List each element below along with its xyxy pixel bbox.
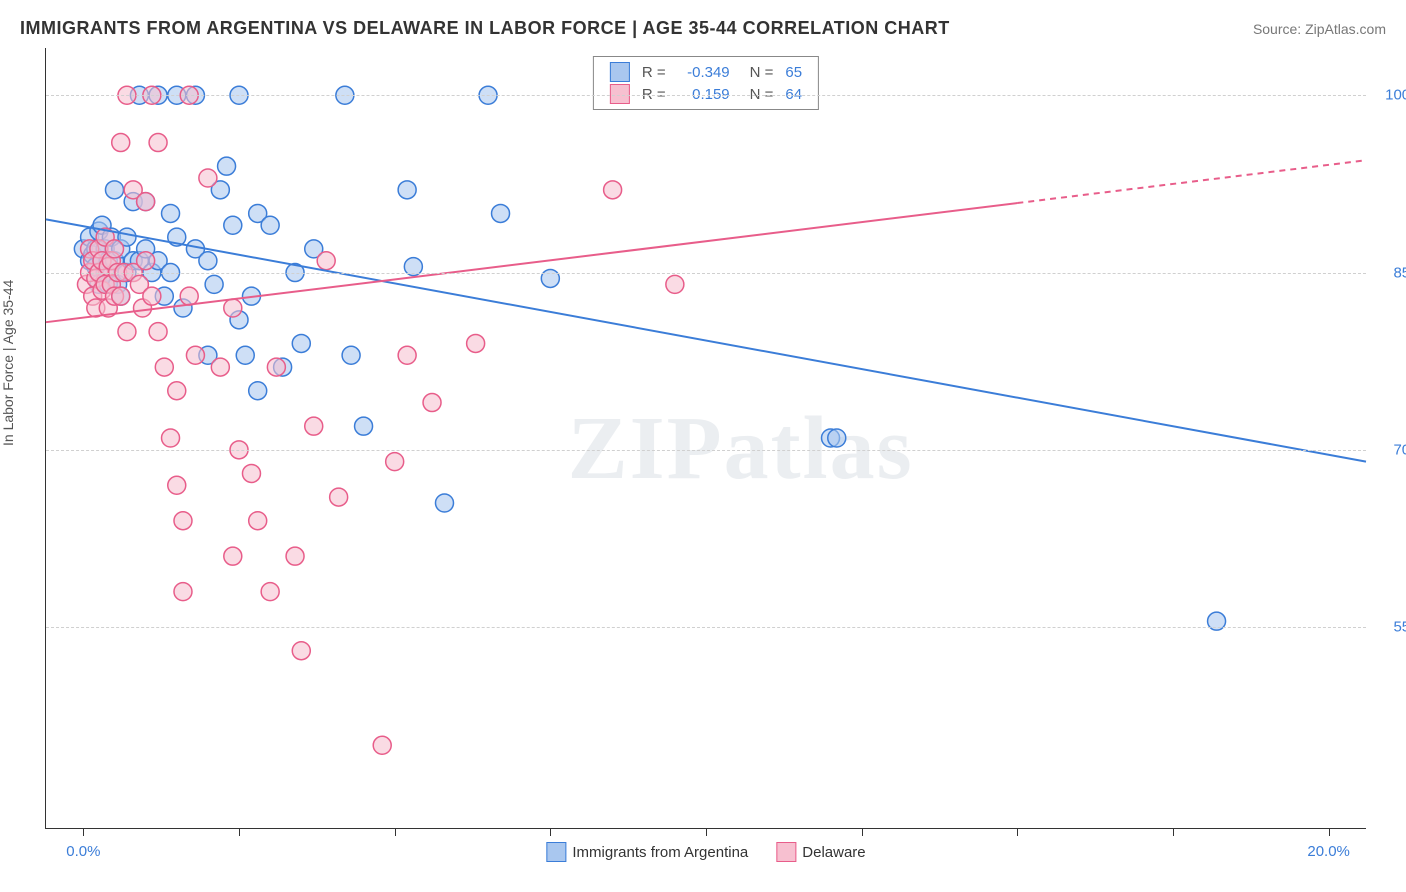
data-point [604,181,622,199]
data-point [435,494,453,512]
legend-item: Immigrants from Argentina [546,842,748,862]
data-point [137,252,155,270]
gridline-h [46,627,1366,628]
y-axis-label: In Labor Force | Age 35-44 [0,280,16,446]
chart-svg [46,48,1366,828]
legend-item: Delaware [776,842,865,862]
data-point [666,275,684,293]
data-point [242,464,260,482]
data-point [211,358,229,376]
trend-line [46,203,1017,322]
x-tick [1017,828,1018,836]
data-point [373,736,391,754]
data-point [112,134,130,152]
data-point [261,216,279,234]
data-point [168,382,186,400]
data-point [305,417,323,435]
x-tick [550,828,551,836]
x-tick [239,828,240,836]
data-point [174,512,192,530]
legend-n-value: 65 [779,61,808,83]
data-point [205,275,223,293]
data-point [492,204,510,222]
data-point [286,547,304,565]
data-point [224,547,242,565]
gridline-h [46,273,1366,274]
x-tick-label: 0.0% [66,843,100,860]
data-point [398,346,416,364]
data-point [398,181,416,199]
data-point [199,169,217,187]
y-tick-label: 70.0% [1376,441,1406,458]
x-tick [83,828,84,836]
data-point [467,334,485,352]
legend-label: Delaware [802,844,865,861]
title-bar: IMMIGRANTS FROM ARGENTINA VS DELAWARE IN… [20,18,1386,39]
legend-r-value: 0.159 [672,83,736,105]
plot-area: ZIPatlas R =-0.349N =65R =0.159N =64 Imm… [45,48,1366,829]
data-point [224,216,242,234]
y-tick-label: 100.0% [1376,87,1406,104]
legend-r-value: -0.349 [672,61,736,83]
x-tick [1329,828,1330,836]
data-point [149,323,167,341]
data-point [105,240,123,258]
legend-swatch [776,842,796,862]
data-point [828,429,846,447]
data-point [292,334,310,352]
data-point [423,394,441,412]
data-point [186,346,204,364]
legend-series: Immigrants from Argentina Delaware [546,842,865,862]
data-point [224,299,242,317]
data-point [180,287,198,305]
data-point [143,287,161,305]
data-point [292,642,310,660]
x-tick [862,828,863,836]
data-point [162,429,180,447]
data-point [199,252,217,270]
trend-line-dashed [1017,160,1366,203]
y-tick-label: 55.0% [1376,619,1406,636]
data-point [118,323,136,341]
legend-correlation: R =-0.349N =65R =0.159N =64 [593,56,819,110]
data-point [249,512,267,530]
data-point [249,382,267,400]
source-label: Source: ZipAtlas.com [1253,21,1386,37]
legend-swatch [610,84,630,104]
data-point [330,488,348,506]
data-point [355,417,373,435]
x-tick [1173,828,1174,836]
data-point [236,346,254,364]
data-point [174,583,192,601]
legend-swatch [546,842,566,862]
data-point [342,346,360,364]
data-point [162,204,180,222]
data-point [267,358,285,376]
x-tick [395,828,396,836]
data-point [168,476,186,494]
trend-line [46,219,1366,461]
legend-n-value: 64 [779,83,808,105]
x-tick [706,828,707,836]
data-point [317,252,335,270]
legend-swatch [610,62,630,82]
data-point [261,583,279,601]
data-point [386,453,404,471]
data-point [218,157,236,175]
chart-title: IMMIGRANTS FROM ARGENTINA VS DELAWARE IN… [20,18,950,39]
data-point [112,287,130,305]
data-point [137,193,155,211]
gridline-h [46,450,1366,451]
data-point [105,181,123,199]
legend-label: Immigrants from Argentina [572,844,748,861]
x-tick-label: 20.0% [1307,843,1350,860]
y-tick-label: 85.0% [1376,264,1406,281]
data-point [155,358,173,376]
gridline-h [46,95,1366,96]
data-point [149,134,167,152]
